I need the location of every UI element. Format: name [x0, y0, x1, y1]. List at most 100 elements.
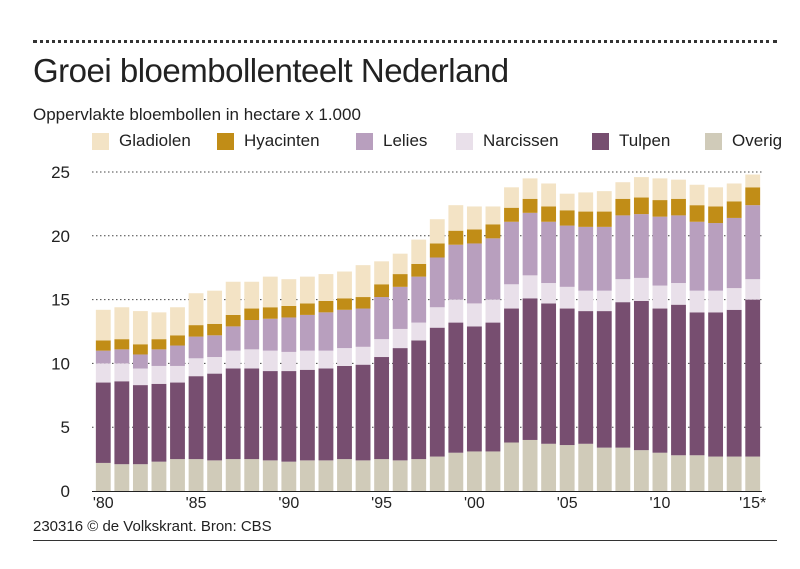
bar-overig-2006: [578, 443, 594, 491]
bar-narcissen-2012: [689, 290, 705, 313]
bar-gladiolen-2004: [541, 183, 557, 207]
bar-gladiolen-1983: [151, 312, 167, 340]
bar-tulpen-1980: [95, 382, 111, 463]
bar-tulpen-2002: [504, 308, 519, 443]
legend-swatch-tulpen: [592, 132, 609, 150]
bar-narcissen-1990: [281, 351, 297, 372]
bar-narcissen-2006: [578, 290, 594, 312]
bar-lelies-2000: [466, 243, 482, 304]
y-tick-label-20: 20: [51, 227, 70, 246]
legend: Gladiolen Hyacinten Lelies Narcissen Tul…: [92, 130, 782, 152]
top-dotted-rule: [33, 40, 777, 43]
bar-narcissen-2008: [615, 279, 631, 303]
bar-hyacinten-2006: [578, 211, 594, 227]
bar-gladiolen-2007: [596, 191, 612, 212]
bar-narcissen-2010: [652, 285, 668, 309]
bar-tulpen-1981: [114, 381, 130, 465]
bar-tulpen-2012: [689, 312, 705, 456]
x-tick-label-10: '10: [650, 495, 671, 512]
bar-hyacinten-2008: [615, 198, 631, 216]
bar-narcissen-2011: [671, 283, 686, 305]
bar-overig-1986: [207, 460, 223, 491]
bar-overig-2003: [522, 439, 538, 491]
bar-gladiolen-2008: [615, 182, 631, 199]
bar-lelies-2002: [504, 221, 519, 285]
bar-gladiolen-2000: [466, 206, 482, 230]
bar-gladiolen-2009: [633, 177, 649, 198]
bar-narcissen-1995: [374, 339, 390, 358]
y-tick-label-5: 5: [61, 418, 70, 437]
bar-overig-1992: [318, 460, 334, 491]
bar-overig-1997: [411, 459, 427, 491]
bar-tulpen-2008: [615, 302, 631, 448]
legend-swatch-overig: [705, 132, 722, 150]
bar-overig-2002: [504, 442, 519, 491]
bar-lelies-1987: [225, 326, 241, 351]
bar-lelies-2007: [596, 226, 612, 291]
bar-hyacinten-1990: [281, 305, 297, 318]
bar-narcissen-2007: [596, 290, 612, 312]
bar-lelies-1990: [281, 317, 297, 352]
legend-item-tulpen: Tulpen: [592, 130, 670, 152]
bar-gladiolen-1992: [318, 274, 334, 301]
source-credit: 230316 © de Volkskrant. Bron: CBS: [33, 518, 272, 535]
bar-hyacinten-2001: [485, 224, 501, 239]
bar-lelies-2009: [633, 214, 649, 278]
bar-overig-2001: [485, 451, 501, 491]
bar-hyacinten-1983: [151, 339, 167, 350]
x-tick-label-15: '15*: [739, 495, 766, 512]
bar-tulpen-1995: [374, 357, 390, 460]
bar-narcissen-1993: [337, 348, 352, 366]
bar-overig-2000: [466, 451, 482, 491]
bar-overig-2010: [652, 452, 668, 491]
bar-gladiolen-2015: [745, 174, 761, 188]
bar-tulpen-2003: [522, 298, 538, 440]
bar-gladiolen-1987: [225, 281, 241, 315]
bar-gladiolen-2002: [504, 187, 519, 208]
bar-overig-1989: [262, 460, 278, 491]
bar-gladiolen-2013: [708, 187, 724, 207]
legend-item-lelies: Lelies: [356, 130, 427, 152]
bar-narcissen-1996: [392, 328, 408, 349]
bar-narcissen-2004: [541, 283, 557, 304]
bar-lelies-1982: [132, 354, 148, 369]
bar-narcissen-1986: [207, 357, 223, 374]
bar-gladiolen-2012: [689, 184, 705, 206]
bar-gladiolen-1996: [392, 253, 408, 275]
bar-lelies-2011: [671, 215, 686, 284]
bar-overig-1980: [95, 462, 111, 491]
legend-item-overig: Overig: [705, 130, 782, 152]
bar-hyacinten-2011: [671, 198, 686, 216]
bar-overig-1993: [337, 459, 352, 491]
bar-narcissen-1981: [114, 363, 130, 382]
bar-lelies-1988: [244, 320, 260, 350]
bar-tulpen-2013: [708, 312, 724, 457]
bar-overig-1995: [374, 459, 390, 491]
x-tick-label-90: '90: [278, 495, 299, 512]
bar-gladiolen-2005: [559, 193, 575, 211]
bar-lelies-1984: [170, 345, 185, 366]
bar-overig-2007: [596, 447, 612, 491]
bar-tulpen-1992: [318, 368, 334, 461]
legend-label-overig: Overig: [732, 131, 783, 150]
bar-narcissen-1997: [411, 322, 427, 341]
bar-gladiolen-1997: [411, 239, 427, 264]
bar-overig-1991: [299, 460, 315, 491]
bar-tulpen-2015: [745, 299, 761, 457]
bar-overig-2008: [615, 447, 631, 491]
bar-overig-1998: [429, 456, 445, 491]
bar-gladiolen-2003: [522, 178, 538, 199]
bar-lelies-2014: [726, 217, 742, 289]
bar-hyacinten-1988: [244, 308, 260, 321]
chart-subtitle: Oppervlakte bloembollen in hectare x 1.0…: [33, 105, 361, 124]
bar-lelies-2015: [745, 205, 761, 280]
bar-hyacinten-1981: [114, 339, 130, 350]
legend-label-hyacinten: Hyacinten: [244, 131, 320, 150]
bar-gladiolen-2010: [652, 178, 668, 201]
bar-tulpen-2009: [633, 300, 649, 451]
bar-narcissen-1982: [132, 368, 148, 386]
bar-narcissen-2009: [633, 277, 649, 301]
legend-swatch-gladiolen: [92, 132, 109, 150]
bar-hyacinten-2000: [466, 229, 482, 244]
bar-hyacinten-2013: [708, 206, 724, 224]
